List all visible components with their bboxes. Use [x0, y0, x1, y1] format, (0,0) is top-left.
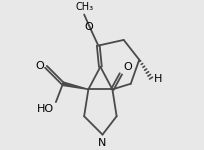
Text: O: O — [35, 61, 44, 71]
Text: N: N — [98, 138, 106, 148]
Text: O: O — [122, 62, 131, 72]
Text: CH₃: CH₃ — [75, 2, 93, 12]
Text: O: O — [84, 22, 92, 32]
Text: HO: HO — [37, 103, 53, 114]
Text: H: H — [153, 75, 162, 84]
Polygon shape — [62, 82, 88, 89]
